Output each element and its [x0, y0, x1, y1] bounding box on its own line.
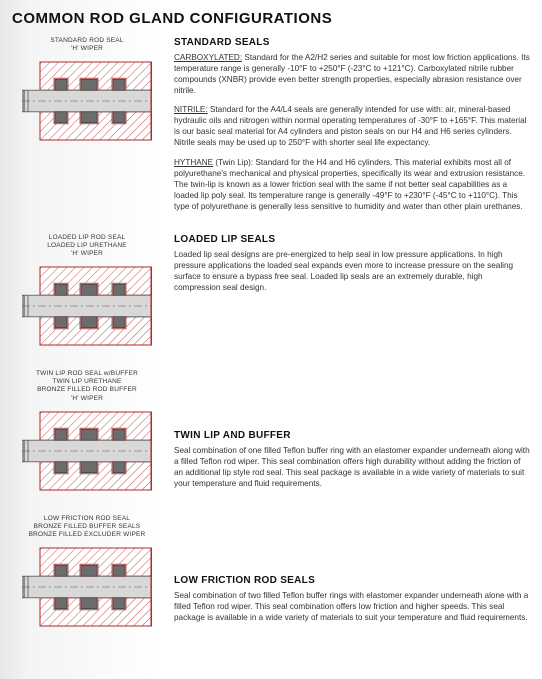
paragraph-text: Seal combination of one filled Teflon bu…: [174, 446, 530, 488]
paragraph-lead: NITRILE:: [174, 105, 208, 114]
paragraph-lead: CARBOXYLATED:: [174, 53, 242, 62]
diagram-caption: LOADED LIP ROD SEALLOADED LIP URETHANE'H…: [12, 234, 162, 258]
diagram-caption: STANDARD ROD SEAL'H' WIPER: [12, 37, 162, 53]
config-row: LOW FRICTION ROD SEALBRONZE FILLED BUFFE…: [12, 515, 530, 637]
paragraph-text: Loaded lip seal designs are pre-energize…: [174, 250, 513, 292]
section-paragraph: HYTHANE (Twin Lip): Standard for the H4 …: [174, 157, 530, 212]
section-paragraph: NITRILE: Standard for the A4/L4 seals ar…: [174, 104, 530, 148]
section-title: LOW FRICTION ROD SEALS: [174, 575, 530, 586]
gland-diagram: [22, 56, 152, 146]
paragraph-lead: HYTHANE: [174, 158, 213, 167]
config-row: TWIN LIP ROD SEAL w/BUFFERTWIN LIP URETH…: [12, 370, 530, 501]
diagram-caption: LOW FRICTION ROD SEALBRONZE FILLED BUFFE…: [12, 515, 162, 539]
paragraph-text: (Twin Lip): Standard for the H4 and H6 c…: [174, 158, 525, 211]
diagram-caption: TWIN LIP ROD SEAL w/BUFFERTWIN LIP URETH…: [12, 370, 162, 403]
paragraph-text: Seal combination of two filled Teflon bu…: [174, 591, 528, 622]
section-title: STANDARD SEALS: [174, 37, 530, 48]
section-paragraph: Seal combination of one filled Teflon bu…: [174, 445, 530, 489]
config-row: LOADED LIP ROD SEALLOADED LIP URETHANE'H…: [12, 234, 530, 356]
gland-diagram: [22, 542, 152, 632]
gland-diagram: [22, 406, 152, 496]
page-title: COMMON ROD GLAND CONFIGURATIONS: [12, 10, 530, 27]
section-title: LOADED LIP SEALS: [174, 234, 530, 245]
section-title: TWIN LIP AND BUFFER: [174, 430, 530, 441]
section-paragraph: Seal combination of two filled Teflon bu…: [174, 590, 530, 623]
section-paragraph: CARBOXYLATED: Standard for the A2/H2 ser…: [174, 52, 530, 96]
config-row: STANDARD ROD SEAL'H' WIPER STANDARD SEALS…: [12, 37, 530, 220]
gland-diagram: [22, 261, 152, 351]
section-paragraph: Loaded lip seal designs are pre-energize…: [174, 249, 530, 293]
paragraph-text: Standard for the A4/L4 seals are general…: [174, 105, 527, 147]
